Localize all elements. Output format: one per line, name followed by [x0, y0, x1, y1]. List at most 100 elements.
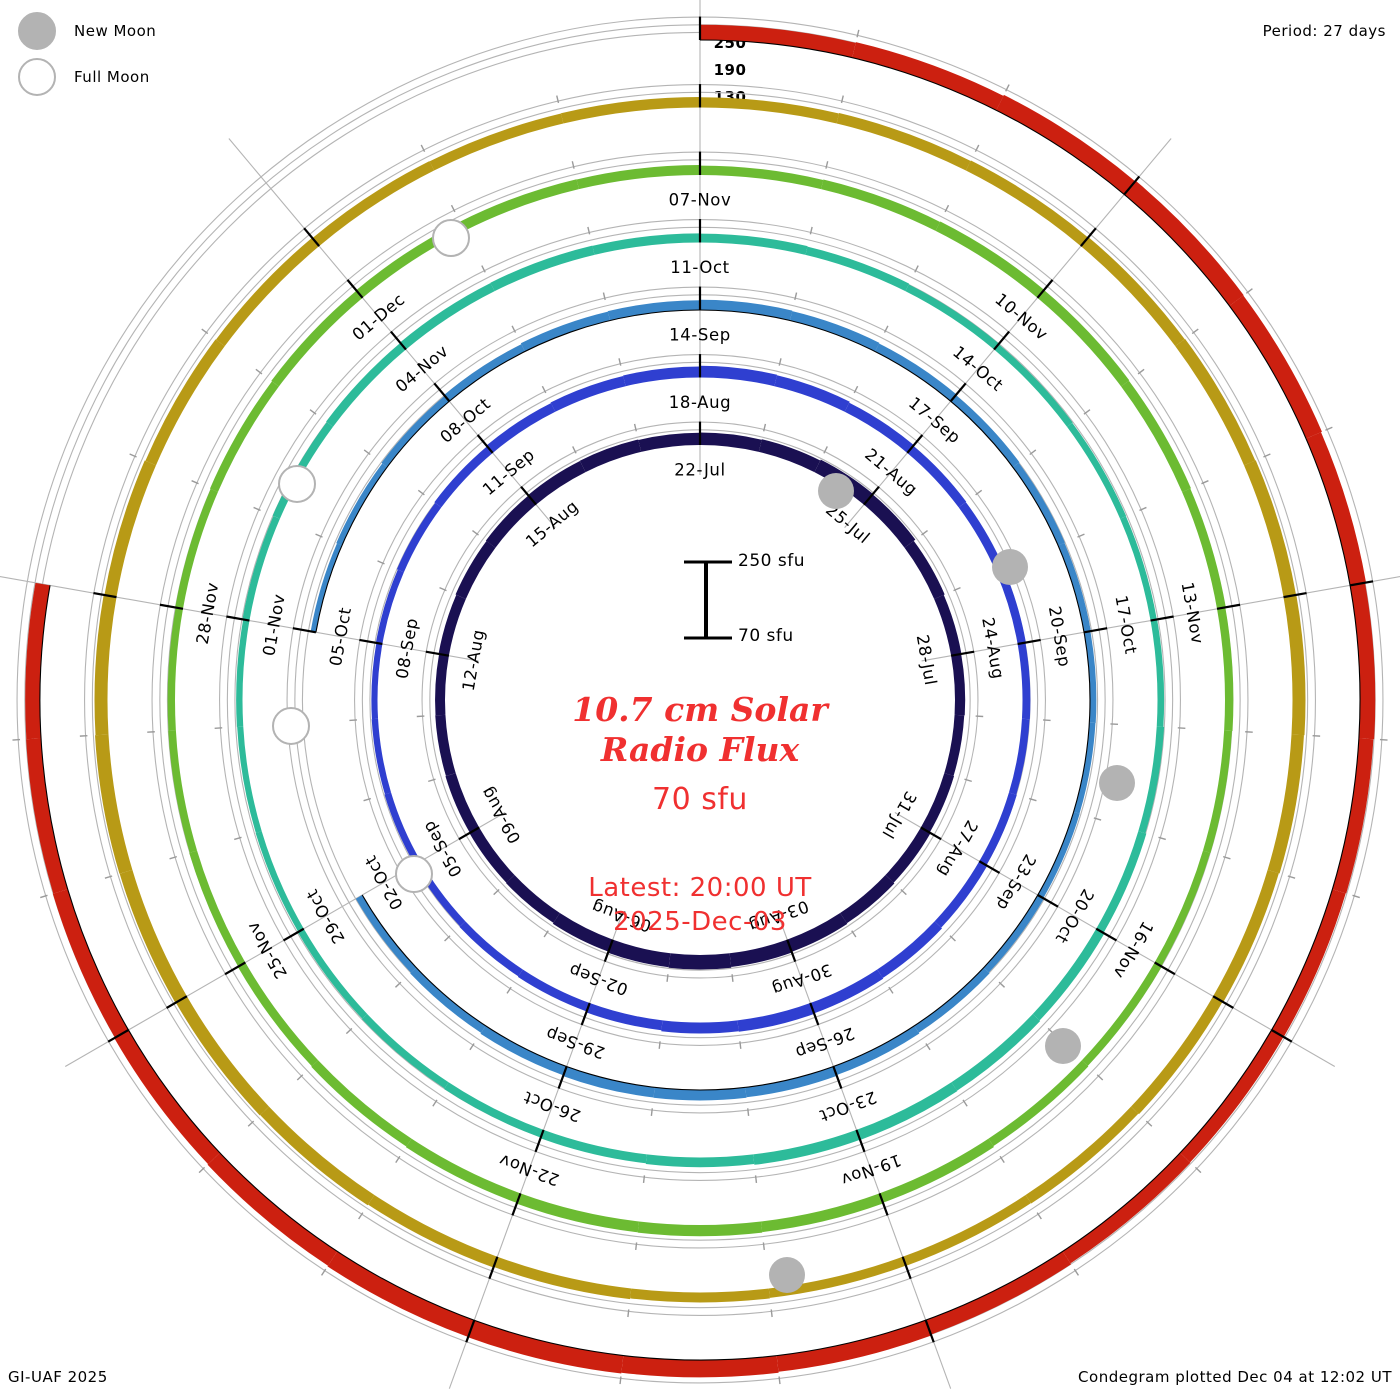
- flux-day-segment: [879, 1138, 994, 1203]
- flux-day-segment: [1121, 380, 1191, 493]
- ring-day-tick: [488, 1256, 499, 1280]
- ring-minor-tick: [309, 409, 317, 415]
- flux-day-segment: [114, 1030, 220, 1165]
- ring-day-tick: [476, 434, 494, 454]
- flux-day-segment: [468, 1320, 624, 1374]
- ring-day-tick: [359, 638, 383, 646]
- flux-day-segment: [810, 969, 884, 1014]
- ring-minor-tick: [618, 358, 622, 366]
- full-moon-marker: [278, 465, 316, 503]
- scale-tick-190: 190: [713, 61, 747, 79]
- ring-date-label: 07-Nov: [669, 191, 732, 210]
- ring-minor-tick: [556, 95, 560, 104]
- flux-day-segment: [371, 642, 383, 720]
- ring-day-tick: [93, 591, 117, 599]
- ring-minor-tick: [1029, 449, 1037, 456]
- ring-day-tick: [993, 330, 1010, 351]
- ring-day-tick: [282, 927, 305, 942]
- ring-day-tick: [166, 995, 188, 1009]
- ring-day-tick: [292, 627, 317, 634]
- ring-date-label: 20-Oct: [1051, 886, 1097, 947]
- flux-day-segment: [271, 290, 363, 387]
- flux-day-segment: [405, 1138, 521, 1203]
- flux-day-segment: [700, 165, 824, 190]
- flux-day-segment: [237, 962, 319, 1067]
- ring-minor-tick: [953, 586, 961, 592]
- ring-minor-tick: [1287, 875, 1296, 879]
- flux-day-segment: [168, 730, 198, 853]
- flux-day-segment: [1032, 928, 1105, 1021]
- sfu-scale-top-label: 250 sfu: [738, 551, 805, 571]
- ring-day-tick: [465, 1319, 476, 1343]
- new-moon-icon: [18, 12, 56, 50]
- new-moon-marker: [1099, 765, 1135, 801]
- flux-day-segment: [119, 869, 187, 1003]
- flux-day-segment: [944, 714, 965, 776]
- ring-date-label: 13-Nov: [1178, 581, 1208, 646]
- flux-day-segment: [459, 179, 579, 231]
- ring-minor-tick: [493, 888, 500, 896]
- flux-day-segment: [1025, 1106, 1139, 1204]
- ring-day-tick: [1123, 175, 1141, 196]
- ring-minor-tick: [1005, 84, 1010, 92]
- ring-day-tick: [1083, 627, 1108, 634]
- flux-day-segment: [326, 342, 406, 427]
- flux-day-segment: [189, 850, 246, 967]
- flux-day-segment: [104, 460, 156, 598]
- flux-day-segment: [1124, 180, 1244, 306]
- ring-minor-tick: [191, 480, 199, 485]
- ring-minor-tick: [998, 981, 1006, 988]
- flux-day-segment: [396, 502, 442, 573]
- ring-minor-tick: [255, 368, 263, 375]
- ring-date-label: 20-Sep: [1045, 605, 1074, 669]
- flux-day-segment: [1180, 1030, 1284, 1163]
- flux-day-segment: [856, 1082, 958, 1140]
- ring-date-label: 28-Nov: [193, 581, 223, 646]
- flux-day-segment: [875, 343, 957, 402]
- ring-minor-tick: [587, 226, 591, 235]
- flux-day-segment: [753, 1129, 861, 1165]
- ring-minor-tick: [851, 930, 857, 938]
- ring-date-label: 03-Aug: [746, 897, 811, 936]
- new-moon-marker: [992, 549, 1028, 585]
- ring-date-label: 22-Jul: [674, 461, 725, 480]
- moon-marker-layer: [272, 219, 1135, 1293]
- flux-day-segment: [560, 97, 700, 124]
- ring-minor-tick: [658, 1041, 661, 1049]
- ring-minor-tick: [1083, 409, 1091, 415]
- ring-date-label: 14-Sep: [669, 326, 731, 345]
- flux-day-segment: [925, 1251, 1072, 1335]
- flux-day-segment: [983, 895, 1044, 973]
- ring-day-tick: [458, 826, 480, 841]
- flux-day-segment: [490, 245, 595, 292]
- ring-minor-tick: [1036, 1212, 1042, 1220]
- flux-day-segment: [1283, 594, 1306, 736]
- flux-day-segment: [255, 831, 304, 932]
- flux-day-segment: [434, 446, 493, 508]
- ring-minor-tick: [506, 986, 512, 994]
- ring-minor-tick: [253, 506, 261, 512]
- ring-day-tick: [226, 615, 250, 622]
- flux-day-segment: [935, 221, 1045, 298]
- flux-day-segment: [1084, 631, 1097, 724]
- flux-day-segment: [958, 502, 1005, 573]
- ring-day-tick: [786, 939, 797, 962]
- flux-day-segment: [1037, 811, 1080, 899]
- flux-day-segment: [242, 515, 280, 621]
- flux-day-segment: [661, 1020, 739, 1034]
- ring-day-tick: [224, 961, 246, 976]
- flux-day-segment: [1202, 730, 1233, 853]
- flux-day-segment: [630, 1288, 770, 1303]
- ring-minor-tick: [1145, 1120, 1153, 1127]
- ring-date-label: 19-Nov: [838, 1150, 903, 1189]
- full-moon-marker: [432, 219, 470, 257]
- ring-minor-tick: [377, 560, 385, 565]
- ring-minor-tick: [731, 974, 734, 982]
- flux-day-segment: [950, 394, 1020, 468]
- ring-minor-tick: [921, 530, 928, 536]
- ring-minor-tick: [619, 1376, 622, 1385]
- ring-minor-tick: [925, 1043, 931, 1051]
- ring-minor-tick: [169, 855, 178, 860]
- flux-day-segment: [517, 969, 590, 1012]
